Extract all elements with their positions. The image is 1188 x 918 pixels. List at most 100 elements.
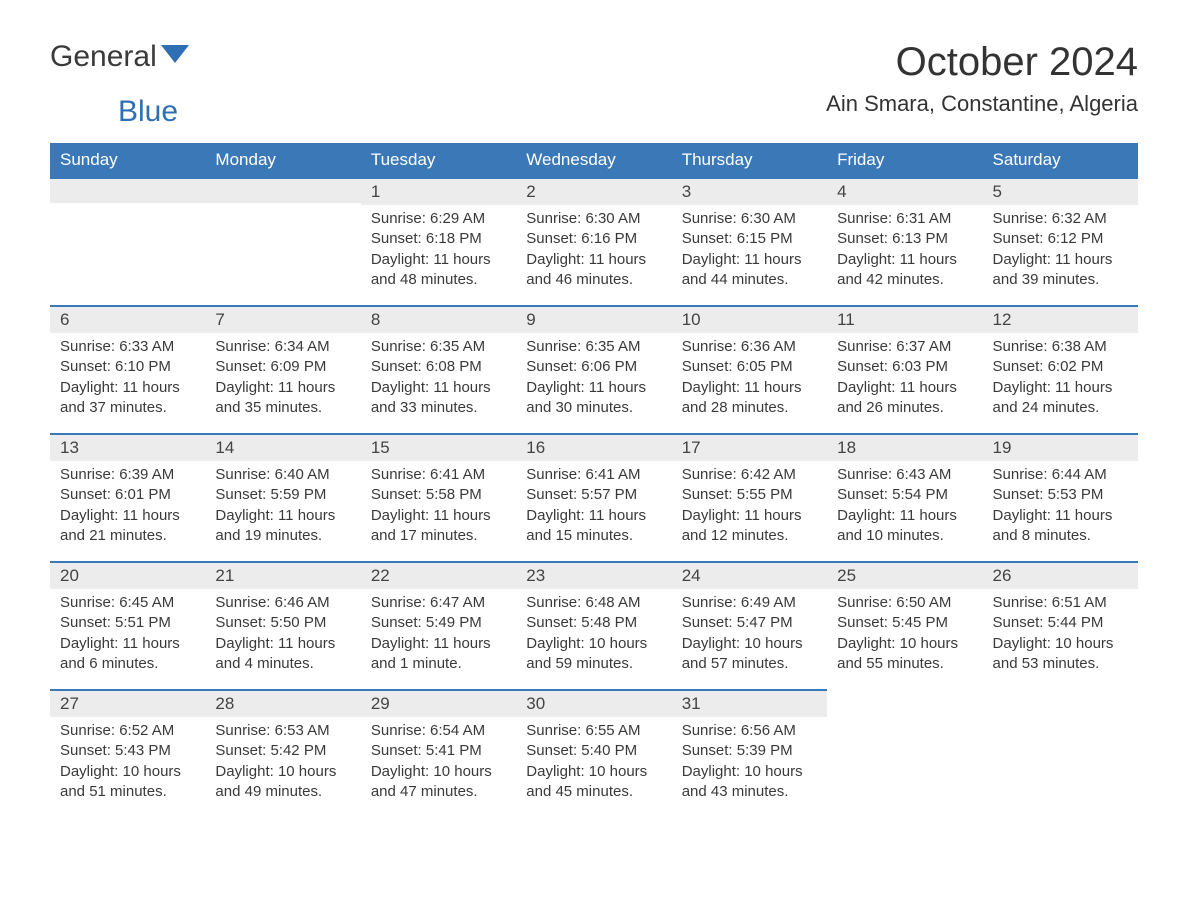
day-details: Sunrise: 6:37 AMSunset: 6:03 PMDaylight:… [827, 333, 982, 424]
day-number: 10 [672, 305, 827, 333]
calendar-cell: 10Sunrise: 6:36 AMSunset: 6:05 PMDayligh… [672, 305, 827, 433]
day-number: 27 [50, 689, 205, 717]
calendar-cell: 27Sunrise: 6:52 AMSunset: 5:43 PMDayligh… [50, 689, 205, 817]
day-number: 6 [50, 305, 205, 333]
calendar-cell: 3Sunrise: 6:30 AMSunset: 6:15 PMDaylight… [672, 177, 827, 305]
weekday-header: Thursday [672, 143, 827, 177]
day-number: 28 [205, 689, 360, 717]
day-details: Sunrise: 6:51 AMSunset: 5:44 PMDaylight:… [983, 589, 1138, 680]
calendar-cell: 24Sunrise: 6:49 AMSunset: 5:47 PMDayligh… [672, 561, 827, 689]
day-details: Sunrise: 6:50 AMSunset: 5:45 PMDaylight:… [827, 589, 982, 680]
day-number: 22 [361, 561, 516, 589]
calendar-cell: 13Sunrise: 6:39 AMSunset: 6:01 PMDayligh… [50, 433, 205, 561]
day-number: 20 [50, 561, 205, 589]
calendar-cell: 6Sunrise: 6:33 AMSunset: 6:10 PMDaylight… [50, 305, 205, 433]
calendar-cell: 25Sunrise: 6:50 AMSunset: 5:45 PMDayligh… [827, 561, 982, 689]
day-details: Sunrise: 6:48 AMSunset: 5:48 PMDaylight:… [516, 589, 671, 680]
empty-day-bar [205, 177, 360, 203]
empty-day-bar [50, 177, 205, 203]
calendar-cell: 15Sunrise: 6:41 AMSunset: 5:58 PMDayligh… [361, 433, 516, 561]
day-details: Sunrise: 6:41 AMSunset: 5:58 PMDaylight:… [361, 461, 516, 552]
day-number: 19 [983, 433, 1138, 461]
calendar-header-row: SundayMondayTuesdayWednesdayThursdayFrid… [50, 143, 1138, 177]
day-number: 7 [205, 305, 360, 333]
calendar-cell: 26Sunrise: 6:51 AMSunset: 5:44 PMDayligh… [983, 561, 1138, 689]
day-number: 11 [827, 305, 982, 333]
day-details: Sunrise: 6:35 AMSunset: 6:06 PMDaylight:… [516, 333, 671, 424]
day-number: 17 [672, 433, 827, 461]
day-details: Sunrise: 6:47 AMSunset: 5:49 PMDaylight:… [361, 589, 516, 680]
calendar-cell: 28Sunrise: 6:53 AMSunset: 5:42 PMDayligh… [205, 689, 360, 817]
day-details: Sunrise: 6:39 AMSunset: 6:01 PMDaylight:… [50, 461, 205, 552]
day-details: Sunrise: 6:49 AMSunset: 5:47 PMDaylight:… [672, 589, 827, 680]
weekday-header: Tuesday [361, 143, 516, 177]
weekday-header: Wednesday [516, 143, 671, 177]
calendar-cell: 29Sunrise: 6:54 AMSunset: 5:41 PMDayligh… [361, 689, 516, 817]
calendar-cell: 2Sunrise: 6:30 AMSunset: 6:16 PMDaylight… [516, 177, 671, 305]
day-number: 13 [50, 433, 205, 461]
day-details: Sunrise: 6:44 AMSunset: 5:53 PMDaylight:… [983, 461, 1138, 552]
calendar-cell: 14Sunrise: 6:40 AMSunset: 5:59 PMDayligh… [205, 433, 360, 561]
calendar-cell [205, 177, 360, 305]
calendar-cell: 7Sunrise: 6:34 AMSunset: 6:09 PMDaylight… [205, 305, 360, 433]
calendar-cell: 11Sunrise: 6:37 AMSunset: 6:03 PMDayligh… [827, 305, 982, 433]
calendar-cell: 23Sunrise: 6:48 AMSunset: 5:48 PMDayligh… [516, 561, 671, 689]
calendar-cell: 5Sunrise: 6:32 AMSunset: 6:12 PMDaylight… [983, 177, 1138, 305]
day-number: 25 [827, 561, 982, 589]
calendar-cell [50, 177, 205, 305]
day-number: 24 [672, 561, 827, 589]
day-details: Sunrise: 6:38 AMSunset: 6:02 PMDaylight:… [983, 333, 1138, 424]
title-block: October 2024 Ain Smara, Constantine, Alg… [826, 40, 1138, 117]
flag-icon [161, 37, 189, 71]
calendar-table: SundayMondayTuesdayWednesdayThursdayFrid… [50, 143, 1138, 817]
calendar-cell [827, 689, 982, 817]
day-number: 14 [205, 433, 360, 461]
day-details: Sunrise: 6:33 AMSunset: 6:10 PMDaylight:… [50, 333, 205, 424]
brand-logo: General [50, 40, 189, 74]
weekday-header: Monday [205, 143, 360, 177]
brand-name-part1: General [50, 40, 157, 74]
day-number: 18 [827, 433, 982, 461]
calendar-cell: 1Sunrise: 6:29 AMSunset: 6:18 PMDaylight… [361, 177, 516, 305]
day-number: 26 [983, 561, 1138, 589]
day-details: Sunrise: 6:29 AMSunset: 6:18 PMDaylight:… [361, 205, 516, 296]
location-subtitle: Ain Smara, Constantine, Algeria [826, 91, 1138, 117]
day-details: Sunrise: 6:30 AMSunset: 6:15 PMDaylight:… [672, 205, 827, 296]
day-number: 2 [516, 177, 671, 205]
day-number: 4 [827, 177, 982, 205]
day-number: 12 [983, 305, 1138, 333]
day-details: Sunrise: 6:36 AMSunset: 6:05 PMDaylight:… [672, 333, 827, 424]
day-details: Sunrise: 6:41 AMSunset: 5:57 PMDaylight:… [516, 461, 671, 552]
day-details: Sunrise: 6:43 AMSunset: 5:54 PMDaylight:… [827, 461, 982, 552]
day-details: Sunrise: 6:55 AMSunset: 5:40 PMDaylight:… [516, 717, 671, 808]
day-details: Sunrise: 6:56 AMSunset: 5:39 PMDaylight:… [672, 717, 827, 808]
calendar-cell: 16Sunrise: 6:41 AMSunset: 5:57 PMDayligh… [516, 433, 671, 561]
calendar-cell [983, 689, 1138, 817]
day-number: 1 [361, 177, 516, 205]
month-title: October 2024 [826, 40, 1138, 85]
weekday-header: Sunday [50, 143, 205, 177]
calendar-cell: 31Sunrise: 6:56 AMSunset: 5:39 PMDayligh… [672, 689, 827, 817]
calendar-cell: 8Sunrise: 6:35 AMSunset: 6:08 PMDaylight… [361, 305, 516, 433]
day-number: 15 [361, 433, 516, 461]
day-details: Sunrise: 6:52 AMSunset: 5:43 PMDaylight:… [50, 717, 205, 808]
day-number: 29 [361, 689, 516, 717]
day-details: Sunrise: 6:46 AMSunset: 5:50 PMDaylight:… [205, 589, 360, 680]
calendar-cell: 22Sunrise: 6:47 AMSunset: 5:49 PMDayligh… [361, 561, 516, 689]
weekday-header: Friday [827, 143, 982, 177]
day-number: 3 [672, 177, 827, 205]
day-details: Sunrise: 6:35 AMSunset: 6:08 PMDaylight:… [361, 333, 516, 424]
calendar-cell: 18Sunrise: 6:43 AMSunset: 5:54 PMDayligh… [827, 433, 982, 561]
day-details: Sunrise: 6:32 AMSunset: 6:12 PMDaylight:… [983, 205, 1138, 296]
day-number: 23 [516, 561, 671, 589]
calendar-cell: 9Sunrise: 6:35 AMSunset: 6:06 PMDaylight… [516, 305, 671, 433]
day-number: 5 [983, 177, 1138, 205]
day-details: Sunrise: 6:31 AMSunset: 6:13 PMDaylight:… [827, 205, 982, 296]
calendar-cell: 12Sunrise: 6:38 AMSunset: 6:02 PMDayligh… [983, 305, 1138, 433]
calendar-cell: 17Sunrise: 6:42 AMSunset: 5:55 PMDayligh… [672, 433, 827, 561]
day-details: Sunrise: 6:42 AMSunset: 5:55 PMDaylight:… [672, 461, 827, 552]
day-details: Sunrise: 6:40 AMSunset: 5:59 PMDaylight:… [205, 461, 360, 552]
day-details: Sunrise: 6:53 AMSunset: 5:42 PMDaylight:… [205, 717, 360, 808]
day-number: 31 [672, 689, 827, 717]
day-number: 16 [516, 433, 671, 461]
